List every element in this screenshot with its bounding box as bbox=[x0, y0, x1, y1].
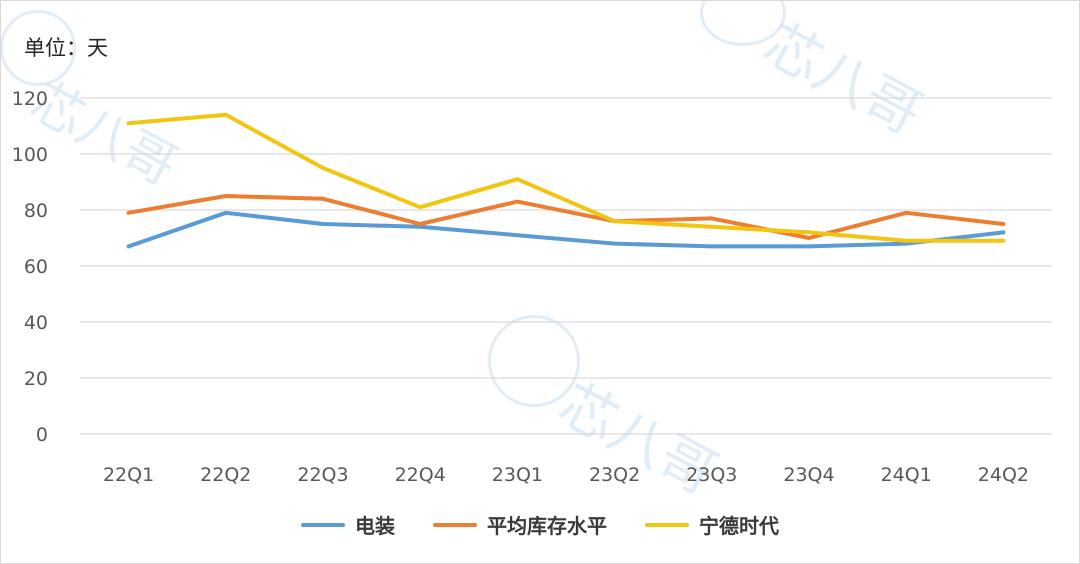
legend-item-catl: 宁德时代 bbox=[645, 510, 779, 539]
x-tick-label: 22Q3 bbox=[297, 464, 348, 486]
unit-label: 单位：天 bbox=[24, 36, 108, 60]
y-tick-label: 60 bbox=[24, 256, 48, 278]
legend-swatch-catl bbox=[645, 522, 689, 527]
x-axis: 22Q1 22Q2 22Q3 22Q4 23Q1 23Q2 23Q3 23Q4 24Q1 24Q2 bbox=[103, 464, 1029, 486]
x-tick-label: 24Q1 bbox=[881, 464, 932, 486]
y-axis: 0 20 40 60 80 100 120 bbox=[12, 88, 48, 446]
legend-item-denso: 电装 bbox=[301, 510, 395, 539]
series-lines bbox=[126, 112, 1006, 249]
legend-label-denso: 电装 bbox=[355, 514, 395, 538]
legend-label-catl: 宁德时代 bbox=[699, 514, 779, 538]
y-tick-label: 120 bbox=[12, 88, 48, 110]
legend-item-average: 平均库存水平 bbox=[433, 510, 607, 539]
y-tick-label: 0 bbox=[36, 424, 48, 446]
legend-label-average: 平均库存水平 bbox=[487, 514, 607, 538]
x-tick-label: 23Q4 bbox=[783, 464, 834, 486]
gridlines bbox=[80, 97, 1052, 435]
y-tick-label: 80 bbox=[24, 200, 48, 222]
x-tick-label: 22Q2 bbox=[200, 464, 251, 486]
series-line-2 bbox=[126, 112, 1006, 243]
legend: 电装 平均库存水平 宁德时代 bbox=[0, 510, 1080, 539]
x-tick-label: 23Q1 bbox=[492, 464, 543, 486]
x-tick-label: 23Q3 bbox=[686, 464, 737, 486]
series-line-0 bbox=[126, 210, 1006, 249]
legend-swatch-average bbox=[433, 522, 477, 527]
x-tick-label: 23Q2 bbox=[589, 464, 640, 486]
y-tick-label: 20 bbox=[24, 368, 48, 390]
legend-swatch-denso bbox=[301, 522, 345, 527]
x-tick-label: 24Q2 bbox=[978, 464, 1029, 486]
y-tick-label: 100 bbox=[12, 144, 48, 166]
x-tick-label: 22Q4 bbox=[395, 464, 446, 486]
y-tick-label: 40 bbox=[24, 312, 48, 334]
x-tick-label: 22Q1 bbox=[103, 464, 154, 486]
series-line-1 bbox=[126, 194, 1006, 240]
